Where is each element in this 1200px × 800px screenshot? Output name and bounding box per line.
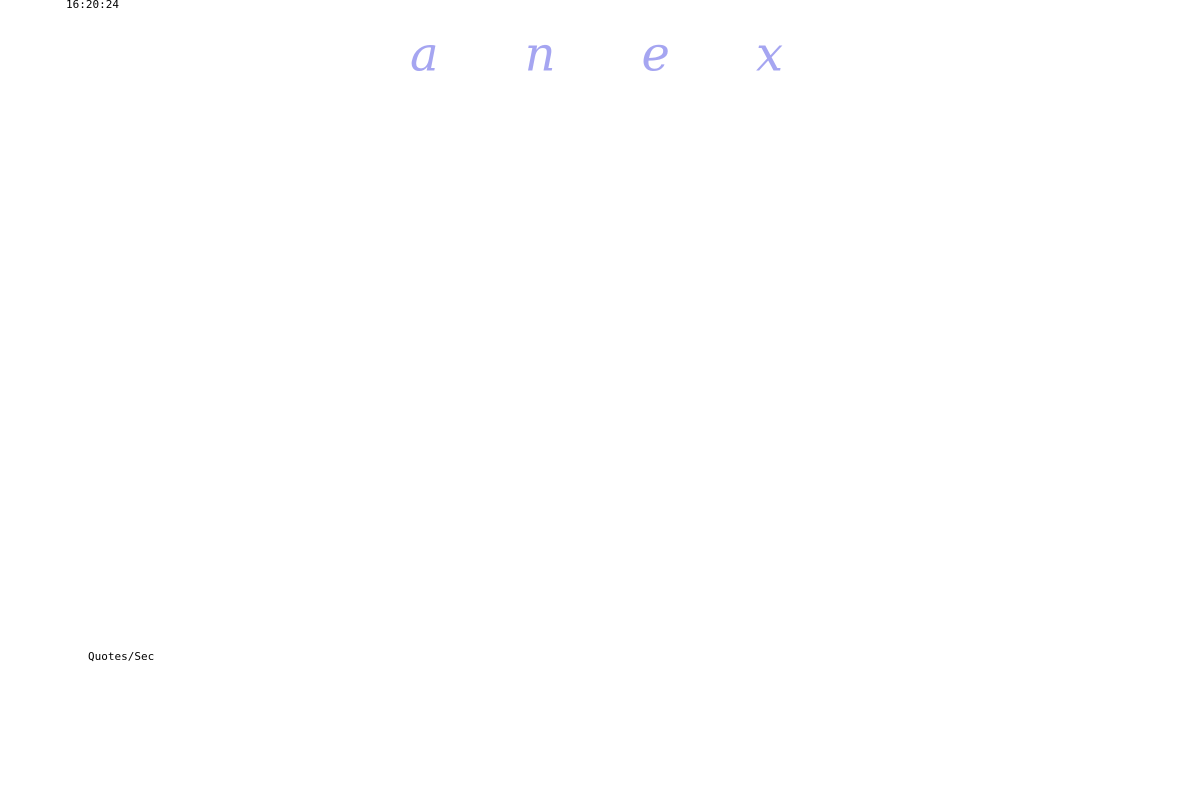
start-time: 16:20:24 xyxy=(66,0,119,11)
watermark: anex xyxy=(410,27,869,83)
volume-title: Quotes/Sec xyxy=(88,650,154,663)
